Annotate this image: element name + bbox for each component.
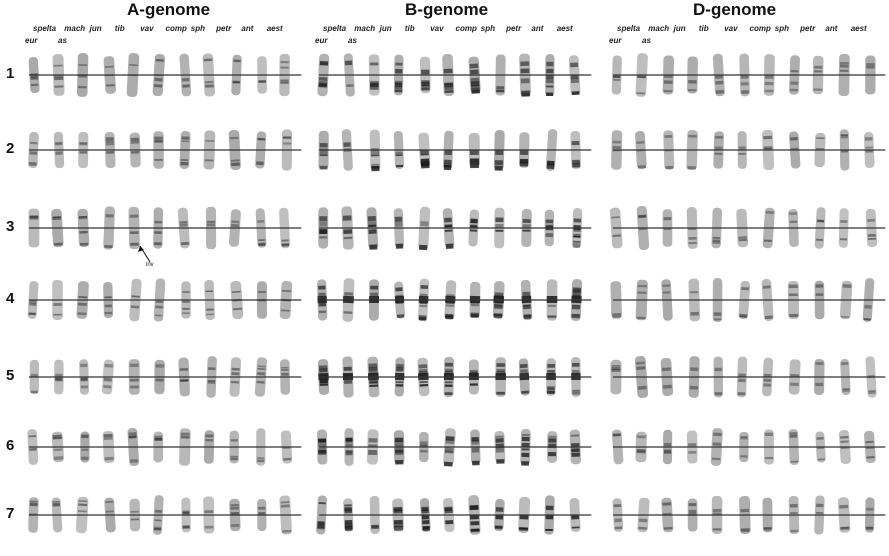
- inversion-annotation: inv: [146, 262, 154, 268]
- chromosome-number-3: 3: [6, 218, 15, 235]
- accession-label: spelta: [33, 24, 57, 33]
- accession-label: vav: [724, 24, 738, 33]
- accession-label-sub: eur: [315, 36, 328, 45]
- chromosome-number-5: 5: [6, 367, 15, 384]
- chromosome-number-6: 6: [6, 437, 15, 454]
- accession-label: tib: [114, 24, 125, 33]
- accession-label: petr: [216, 24, 232, 33]
- accession-label: tib: [404, 24, 415, 33]
- chromosome: [28, 208, 40, 248]
- accession-label: aest: [556, 24, 573, 33]
- chromosome: [518, 132, 530, 168]
- accession-label: aest: [266, 24, 283, 33]
- chromosome: [317, 429, 328, 465]
- accession-label-sub: as: [58, 36, 67, 45]
- chromosome: [570, 279, 583, 321]
- chromosome: [317, 359, 330, 395]
- accession-label: spelta: [617, 24, 641, 33]
- chromosome: [788, 429, 800, 465]
- chromosome: [546, 358, 556, 396]
- accession-label: comp: [749, 24, 771, 33]
- accession-label: mach: [648, 24, 670, 33]
- chromosome: [317, 53, 330, 97]
- genome-title-d: D-genome: [693, 0, 777, 19]
- accession-label: sph: [190, 24, 206, 33]
- chromosome: [468, 495, 481, 535]
- accession-label: jun: [89, 24, 102, 33]
- accession-label: sph: [480, 24, 496, 33]
- accession-label: ant: [241, 24, 254, 33]
- chromosome-number-2: 2: [6, 140, 15, 157]
- chromosome-number-4: 4: [6, 290, 15, 307]
- accession-label: petr: [506, 24, 522, 33]
- accession-label: spelta: [323, 24, 347, 33]
- accession-label: vav: [430, 24, 444, 33]
- accession-label: sph: [774, 24, 790, 33]
- accession-label-sub: eur: [25, 36, 38, 45]
- accession-label: petr: [800, 24, 816, 33]
- accession-label-sub: as: [642, 36, 651, 45]
- accession-label: comp: [455, 24, 477, 33]
- inversion-arrowhead: [138, 246, 144, 252]
- accession-label: tib: [698, 24, 709, 33]
- accession-label: aest: [850, 24, 867, 33]
- accession-label: ant: [825, 24, 838, 33]
- accession-label: jun: [379, 24, 392, 33]
- accession-label: ant: [531, 24, 544, 33]
- accession-label: comp: [165, 24, 187, 33]
- accession-label: mach: [64, 24, 86, 33]
- genome-title-a: A-genome: [127, 0, 211, 19]
- genome-title-b: B-genome: [405, 0, 489, 19]
- accession-label: vav: [140, 24, 154, 33]
- accession-label-sub: eur: [609, 36, 622, 45]
- chromosome-number-1: 1: [6, 65, 15, 82]
- accession-label: jun: [673, 24, 686, 33]
- chromosome: [343, 498, 354, 532]
- accession-label: mach: [354, 24, 376, 33]
- accession-label-sub: as: [348, 36, 357, 45]
- chromosome-number-7: 7: [6, 505, 15, 522]
